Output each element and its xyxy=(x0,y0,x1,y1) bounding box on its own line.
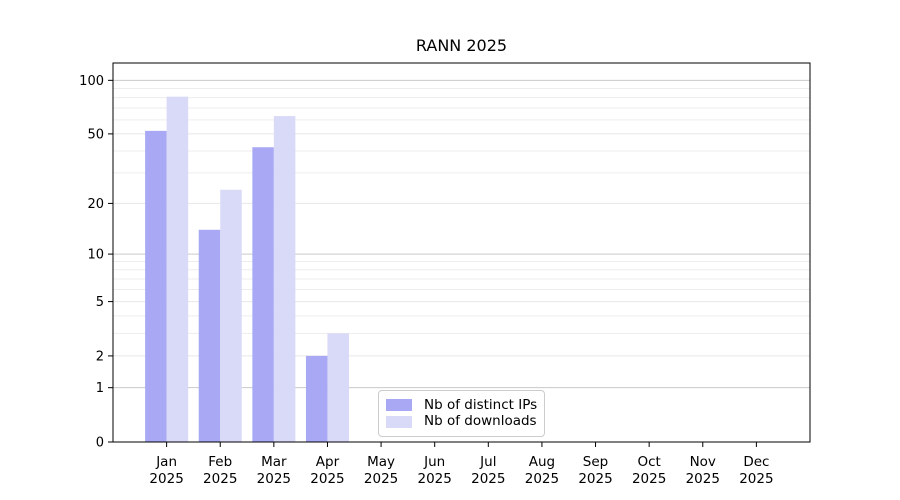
bar xyxy=(166,96,189,443)
legend-item-downloads: Nb of downloads xyxy=(386,413,544,429)
bar xyxy=(252,147,274,442)
x-tick-label-month: Jun xyxy=(423,454,445,470)
x-tick-label-year: 2025 xyxy=(525,471,559,487)
y-tick-label: 20 xyxy=(87,197,104,212)
x-tick-label-year: 2025 xyxy=(686,471,720,487)
x-tick-label-month: Jan xyxy=(155,454,177,470)
x-tick-label-month: Apr xyxy=(316,454,340,470)
x-tick-label-year: 2025 xyxy=(418,471,452,487)
x-tick-label-month: Nov xyxy=(690,454,716,470)
y-tick-label: 10 xyxy=(87,248,104,263)
x-tick-label-month: Aug xyxy=(529,454,555,470)
y-tick-label: 100 xyxy=(79,74,104,89)
x-tick-label-year: 2025 xyxy=(471,471,505,487)
bar xyxy=(220,189,242,442)
x-tick-label-month: Feb xyxy=(208,454,232,470)
bar xyxy=(305,355,328,442)
bar xyxy=(198,229,221,442)
x-tick-label-year: 2025 xyxy=(203,471,237,487)
x-tick-label-year: 2025 xyxy=(364,471,398,487)
x-tick-label-month: Sep xyxy=(583,454,608,470)
chart-title: RANN 2025 xyxy=(415,36,508,55)
y-tick-label: 1 xyxy=(96,381,104,396)
x-tick-label-year: 2025 xyxy=(149,471,183,487)
bar xyxy=(273,116,296,443)
x-tick-label-year: 2025 xyxy=(310,471,344,487)
x-tick-label-month: Oct xyxy=(637,454,660,470)
legend-swatch-downloads xyxy=(386,415,412,428)
legend-label-distinct-ips: Nb of distinct IPs xyxy=(424,396,538,413)
plot-border xyxy=(112,62,811,443)
y-tick-label: 5 xyxy=(96,295,104,310)
x-tick-label-year: 2025 xyxy=(257,471,291,487)
x-tick-label-month: Dec xyxy=(743,454,769,470)
bar xyxy=(145,130,167,442)
bar xyxy=(327,333,349,442)
x-tick-label-year: 2025 xyxy=(578,471,612,487)
x-tick-label-month: Jul xyxy=(479,454,496,470)
x-tick-label-year: 2025 xyxy=(739,471,773,487)
x-tick-label-month: May xyxy=(367,454,395,470)
legend-label-downloads: Nb of downloads xyxy=(424,413,537,429)
y-tick-label: 0 xyxy=(96,436,104,451)
legend-item-distinct-ips: Nb of distinct IPs xyxy=(386,396,544,413)
legend: Nb of distinct IPs Nb of downloads xyxy=(378,390,545,437)
y-tick-label: 50 xyxy=(87,127,104,142)
x-tick-label-year: 2025 xyxy=(632,471,666,487)
y-tick-label: 2 xyxy=(96,349,104,364)
legend-swatch-distinct-ips xyxy=(386,399,412,412)
x-tick-label-month: Mar xyxy=(261,454,287,470)
